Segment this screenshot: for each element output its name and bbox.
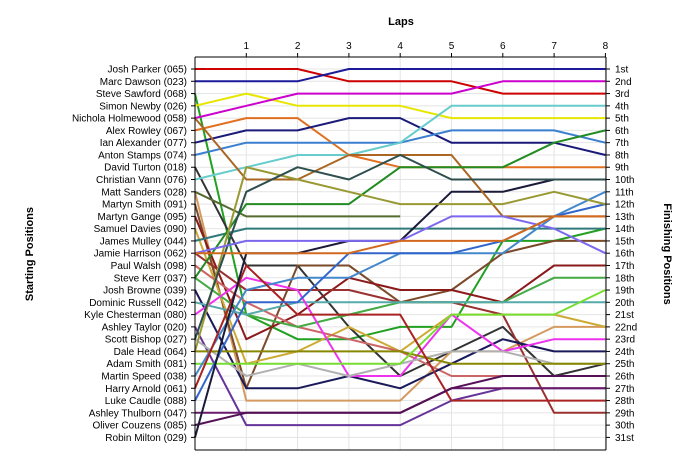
finish-position-label: 4th bbox=[615, 101, 629, 112]
start-position-label: Josh Parker (065) bbox=[108, 65, 187, 76]
start-position-label: Robin Milton (029) bbox=[105, 433, 187, 444]
finish-position-label: 26th bbox=[615, 372, 634, 383]
start-position-label: Steve Kerr (037) bbox=[114, 273, 187, 284]
x-tick-label: 5 bbox=[449, 41, 455, 52]
series-line-36 bbox=[194, 154, 606, 340]
y-axis-title-right: Finishing Positions bbox=[661, 203, 673, 304]
series-line-19 bbox=[194, 289, 606, 390]
finish-position-label: 18th bbox=[615, 273, 634, 284]
finish-position-label: 9th bbox=[615, 163, 629, 174]
series-line-5 bbox=[194, 80, 606, 120]
series-line-33 bbox=[194, 190, 401, 218]
series-line-7 bbox=[194, 117, 606, 156]
start-position-label: Nichola Holmewood (058) bbox=[72, 114, 187, 125]
start-position-label: Adam Smith (081) bbox=[106, 359, 187, 370]
start-position-label: Oliver Couzens (085) bbox=[93, 421, 187, 432]
start-position-label: Ashley Thulborn (047) bbox=[89, 408, 187, 419]
finish-position-label: 21st bbox=[615, 310, 634, 321]
start-position-label: Matt Sanders (028) bbox=[101, 187, 187, 198]
series-line-24 bbox=[195, 350, 606, 365]
start-position-label: Josh Browne (039) bbox=[103, 286, 187, 297]
series-line-30 bbox=[194, 375, 606, 427]
x-tick-label: 2 bbox=[295, 41, 301, 52]
start-position-label: Jamie Harrison (062) bbox=[94, 249, 187, 260]
start-position-label: Ian Alexander (077) bbox=[100, 138, 187, 149]
start-position-label: Ashley Taylor (020) bbox=[102, 322, 187, 333]
x-axis-title: Laps bbox=[388, 16, 414, 28]
x-tick-label: 8 bbox=[603, 41, 609, 52]
finish-position-label: 12th bbox=[615, 200, 634, 211]
series-line-11 bbox=[194, 191, 606, 402]
start-position-label: David Turton (018) bbox=[104, 163, 187, 174]
series-line-1 bbox=[195, 68, 606, 95]
start-position-label: Steve Sawford (068) bbox=[96, 89, 187, 100]
finish-position-label: 27th bbox=[615, 384, 634, 395]
finish-position-label: 20th bbox=[615, 298, 634, 309]
finish-position-label: 19th bbox=[615, 286, 634, 297]
plot-axes bbox=[191, 53, 610, 451]
start-position-label: Marc Dawson (023) bbox=[100, 77, 187, 88]
series-line-27 bbox=[194, 264, 606, 402]
start-position-label: Harry Arnold (061) bbox=[105, 384, 187, 395]
finish-position-label: 3rd bbox=[615, 89, 629, 100]
x-tick-label: 1 bbox=[244, 41, 250, 52]
start-position-label: Martyn Smith (091) bbox=[102, 200, 187, 211]
finish-position-label: 29th bbox=[615, 408, 634, 419]
finish-position-label: 24th bbox=[615, 347, 634, 358]
finish-position-label: 15th bbox=[615, 236, 634, 247]
axis-labels: 1 2 3 4 5 6 7 8 Josh Parker (065)Marc Dawson (02… bbox=[72, 41, 637, 444]
start-position-label: Scott Bishop (027) bbox=[105, 335, 187, 346]
series-line-13 bbox=[194, 216, 606, 341]
start-position-label: Simon Newby (026) bbox=[99, 101, 187, 112]
finish-position-label: 6th bbox=[615, 126, 629, 137]
series-line-25 bbox=[195, 289, 606, 365]
start-position-label: Martin Speed (038) bbox=[101, 372, 187, 383]
start-position-label: Alex Rowley (067) bbox=[106, 126, 187, 137]
finish-position-label: 5th bbox=[615, 114, 629, 125]
finish-position-label: 7th bbox=[615, 138, 629, 149]
start-position-label: Anton Stamps (074) bbox=[98, 150, 187, 161]
series-line-34 bbox=[194, 129, 606, 279]
finish-position-label: 16th bbox=[615, 249, 634, 260]
finish-position-label: 13th bbox=[615, 212, 634, 223]
start-position-label: Dale Head (064) bbox=[114, 347, 187, 358]
finish-position-label: 17th bbox=[615, 261, 634, 272]
finish-position-label: 14th bbox=[615, 224, 634, 235]
series-line-2 bbox=[195, 68, 606, 83]
finish-position-label: 2nd bbox=[615, 77, 632, 88]
series-lines bbox=[194, 68, 606, 438]
start-position-label: Dominic Russell (042) bbox=[89, 298, 187, 309]
start-position-label: Samuel Davies (090) bbox=[94, 224, 187, 235]
y-axis-title-left: Starting Positions bbox=[24, 207, 36, 301]
start-position-label: Kyle Chesterman (080) bbox=[84, 310, 187, 321]
finish-position-label: 30th bbox=[615, 421, 634, 432]
finish-position-label: 31st bbox=[615, 433, 634, 444]
finish-position-label: 22nd bbox=[615, 322, 637, 333]
finish-position-label: 10th bbox=[615, 175, 634, 186]
finish-position-label: 8th bbox=[615, 150, 629, 161]
start-position-label: Martyn Gange (095) bbox=[98, 212, 188, 223]
series-line-3 bbox=[194, 93, 606, 341]
x-tick-label: 3 bbox=[346, 41, 352, 52]
series-line-10 bbox=[194, 104, 606, 181]
x-tick-label: 4 bbox=[397, 41, 403, 52]
series-line-38 bbox=[195, 215, 606, 255]
start-position-label: Paul Walsh (098) bbox=[111, 261, 187, 272]
finish-position-label: 28th bbox=[615, 396, 634, 407]
series-line-20 bbox=[194, 301, 606, 316]
finish-position-label: 1st bbox=[615, 65, 629, 76]
start-position-label: Christian Vann (076) bbox=[96, 175, 187, 186]
x-tick-label: 7 bbox=[551, 41, 557, 52]
series-line-35 bbox=[194, 166, 606, 352]
finish-position-label: 11th bbox=[615, 187, 634, 198]
start-position-label: James Mulley (044) bbox=[100, 236, 187, 247]
start-position-label: Luke Caudle (088) bbox=[105, 396, 187, 407]
finish-position-label: 23rd bbox=[615, 335, 635, 346]
x-tick-label: 6 bbox=[500, 41, 506, 52]
finish-position-label: 25th bbox=[615, 359, 634, 370]
series-line-4 bbox=[194, 92, 606, 120]
